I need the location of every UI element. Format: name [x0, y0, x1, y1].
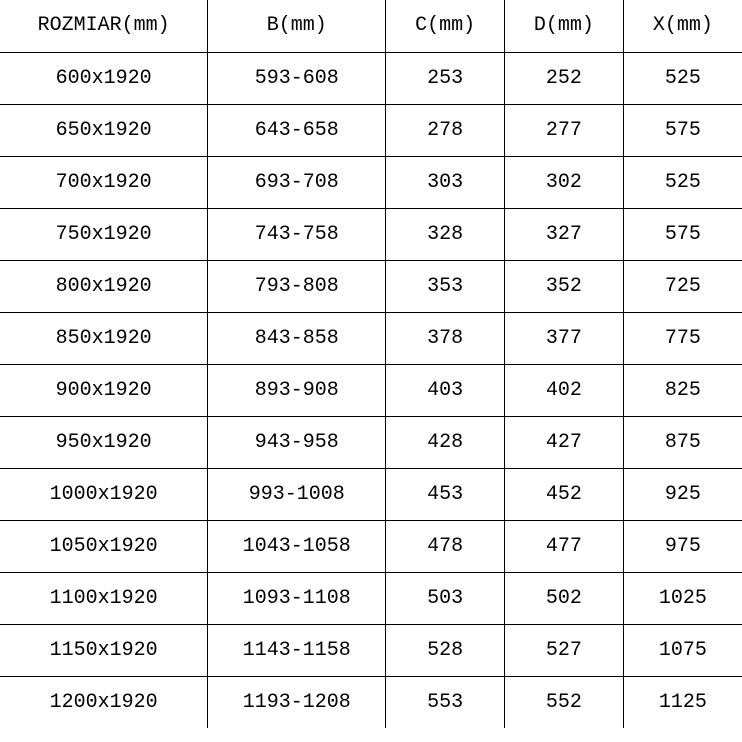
cell-d: 502 — [505, 572, 624, 624]
cell-b: 893-908 — [208, 364, 386, 416]
cell-b: 1193-1208 — [208, 676, 386, 728]
cell-x: 875 — [623, 416, 742, 468]
cell-rozmiar: 1150x1920 — [0, 624, 208, 676]
cell-d: 527 — [505, 624, 624, 676]
cell-c: 503 — [386, 572, 505, 624]
cell-x: 725 — [623, 260, 742, 312]
table-row: 700x1920 693-708 303 302 525 — [0, 156, 742, 208]
cell-rozmiar: 600x1920 — [0, 52, 208, 104]
cell-c: 403 — [386, 364, 505, 416]
col-header-c: C(mm) — [386, 0, 505, 52]
cell-rozmiar: 850x1920 — [0, 312, 208, 364]
table-header-row: ROZMIAR(mm) B(mm) C(mm) D(mm) X(mm) — [0, 0, 742, 52]
cell-b: 1043-1058 — [208, 520, 386, 572]
table-row: 1000x1920 993-1008 453 452 925 — [0, 468, 742, 520]
table-row: 650x1920 643-658 278 277 575 — [0, 104, 742, 156]
table-row: 1200x1920 1193-1208 553 552 1125 — [0, 676, 742, 728]
cell-rozmiar: 800x1920 — [0, 260, 208, 312]
cell-x: 525 — [623, 52, 742, 104]
cell-c: 278 — [386, 104, 505, 156]
col-header-b: B(mm) — [208, 0, 386, 52]
col-header-d: D(mm) — [505, 0, 624, 52]
cell-rozmiar: 650x1920 — [0, 104, 208, 156]
dimensions-table-wrapper: ROZMIAR(mm) B(mm) C(mm) D(mm) X(mm) 600x… — [0, 0, 742, 728]
cell-rozmiar: 1200x1920 — [0, 676, 208, 728]
cell-d: 377 — [505, 312, 624, 364]
cell-d: 477 — [505, 520, 624, 572]
table-row: 800x1920 793-808 353 352 725 — [0, 260, 742, 312]
cell-b: 943-958 — [208, 416, 386, 468]
table-row: 750x1920 743-758 328 327 575 — [0, 208, 742, 260]
cell-x: 525 — [623, 156, 742, 208]
cell-d: 552 — [505, 676, 624, 728]
cell-x: 1125 — [623, 676, 742, 728]
cell-b: 793-808 — [208, 260, 386, 312]
cell-rozmiar: 1100x1920 — [0, 572, 208, 624]
cell-d: 452 — [505, 468, 624, 520]
cell-d: 252 — [505, 52, 624, 104]
cell-b: 743-758 — [208, 208, 386, 260]
dimensions-table: ROZMIAR(mm) B(mm) C(mm) D(mm) X(mm) 600x… — [0, 0, 742, 728]
cell-c: 328 — [386, 208, 505, 260]
cell-b: 1143-1158 — [208, 624, 386, 676]
cell-rozmiar: 950x1920 — [0, 416, 208, 468]
cell-c: 478 — [386, 520, 505, 572]
table-row: 950x1920 943-958 428 427 875 — [0, 416, 742, 468]
cell-d: 277 — [505, 104, 624, 156]
cell-d: 302 — [505, 156, 624, 208]
table-row: 1100x1920 1093-1108 503 502 1025 — [0, 572, 742, 624]
cell-b: 1093-1108 — [208, 572, 386, 624]
cell-c: 378 — [386, 312, 505, 364]
cell-x: 975 — [623, 520, 742, 572]
cell-c: 303 — [386, 156, 505, 208]
cell-b: 693-708 — [208, 156, 386, 208]
cell-d: 327 — [505, 208, 624, 260]
cell-x: 575 — [623, 104, 742, 156]
cell-x: 1025 — [623, 572, 742, 624]
table-body: 600x1920 593-608 253 252 525 650x1920 64… — [0, 52, 742, 728]
cell-x: 775 — [623, 312, 742, 364]
cell-c: 428 — [386, 416, 505, 468]
table-row: 1050x1920 1043-1058 478 477 975 — [0, 520, 742, 572]
col-header-rozmiar: ROZMIAR(mm) — [0, 0, 208, 52]
cell-rozmiar: 700x1920 — [0, 156, 208, 208]
cell-d: 427 — [505, 416, 624, 468]
cell-x: 1075 — [623, 624, 742, 676]
cell-rozmiar: 900x1920 — [0, 364, 208, 416]
cell-c: 528 — [386, 624, 505, 676]
cell-b: 643-658 — [208, 104, 386, 156]
table-row: 1150x1920 1143-1158 528 527 1075 — [0, 624, 742, 676]
cell-c: 453 — [386, 468, 505, 520]
table-row: 850x1920 843-858 378 377 775 — [0, 312, 742, 364]
cell-b: 593-608 — [208, 52, 386, 104]
cell-c: 253 — [386, 52, 505, 104]
cell-rozmiar: 1050x1920 — [0, 520, 208, 572]
cell-x: 825 — [623, 364, 742, 416]
cell-x: 575 — [623, 208, 742, 260]
table-row: 600x1920 593-608 253 252 525 — [0, 52, 742, 104]
cell-rozmiar: 750x1920 — [0, 208, 208, 260]
table-row: 900x1920 893-908 403 402 825 — [0, 364, 742, 416]
cell-c: 553 — [386, 676, 505, 728]
cell-d: 352 — [505, 260, 624, 312]
cell-rozmiar: 1000x1920 — [0, 468, 208, 520]
cell-d: 402 — [505, 364, 624, 416]
cell-b: 993-1008 — [208, 468, 386, 520]
col-header-x: X(mm) — [623, 0, 742, 52]
cell-x: 925 — [623, 468, 742, 520]
cell-b: 843-858 — [208, 312, 386, 364]
cell-c: 353 — [386, 260, 505, 312]
